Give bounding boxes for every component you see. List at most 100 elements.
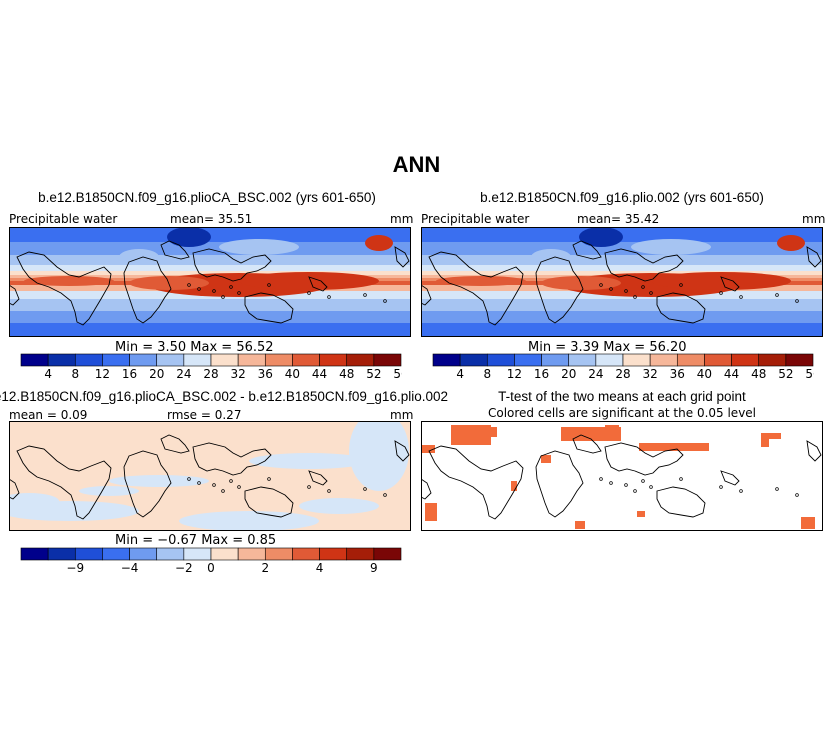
panel-a-colorbar-tick-label: 28: [203, 367, 218, 379]
panel-c-colorbar-box: [129, 547, 158, 561]
panel-a-colorbar-tick-label: 56: [393, 367, 402, 379]
panel-a-title: b.e12.B1850CN.f09_g16.plioCA_BSC.002 (yr…: [38, 190, 376, 205]
panel-d-subtitle: Colored cells are significant at the 0.0…: [487, 406, 757, 420]
panel-c-minmax: Min = −0.67 Max = 0.85: [115, 533, 277, 548]
panel-c-colorbar-box: [210, 547, 239, 561]
panel-d-map: [421, 421, 823, 531]
panel-a-colorbar-tick-label: 32: [231, 367, 246, 379]
panel-b-colorbar-tick-label: 48: [751, 367, 766, 379]
panel-b-colorbar-tick-label: 24: [588, 367, 603, 379]
panel-a-colorbar-box: [319, 353, 348, 367]
panel-c-colorbar-tick-label: 2: [261, 561, 269, 573]
panel-a-colorbar-box: [292, 353, 320, 367]
panel-b-unit: mm: [802, 212, 826, 226]
panel-c-colorbar-tick-label: −9: [66, 561, 84, 573]
panel-a-colorbar-tick-label: 48: [339, 367, 354, 379]
panel-b-mean: mean= 35.42: [577, 212, 660, 226]
panel-a-colorbar-tick-label: 12: [95, 367, 110, 379]
panel-c-colorbar-box: [74, 547, 103, 561]
panel-c-colorbar-box: [264, 547, 293, 561]
panel-b-colorbar-tick-label: 12: [507, 367, 522, 379]
panel-c-colorbar-box: [183, 547, 212, 561]
panel-a-colorbar-box: [47, 353, 76, 367]
panel-b-colorbar-box: [432, 353, 461, 367]
panel-b-minmax: Min = 3.39 Max = 56.20: [528, 340, 687, 355]
panel-b-colorbar-tick-label: 40: [697, 367, 712, 379]
panel-b-colorbar-box: [704, 353, 732, 367]
panel-c-colorbar-box: [237, 547, 266, 561]
panel-a-colorbar-tick-label: 4: [44, 367, 52, 379]
panel-c-colorbar-box: [373, 547, 402, 561]
panel-b-colorbar-tick-label: 8: [483, 367, 491, 379]
panel-a-mean: mean= 35.51: [170, 212, 253, 226]
panel-a-colorbar-tick-label: 40: [285, 367, 300, 379]
panel-c-colorbar-box: [346, 547, 375, 561]
panel-a-colorbar-box: [264, 353, 293, 367]
panel-b-title: b.e12.B1850CN.f09_g16.plio.002 (yrs 601-…: [480, 190, 764, 205]
panel-a-colorbar-tick-label: 24: [176, 367, 191, 379]
panel-b-colorbar-tick-label: 52: [778, 367, 793, 379]
panel-c-colorbar-tick-label: 9: [370, 561, 378, 573]
panel-c-colorbar-tick-label: 0: [207, 561, 215, 573]
panel-a-colorbar-tick-label: 52: [366, 367, 381, 379]
panel-a-minmax: Min = 3.50 Max = 56.52: [115, 340, 274, 355]
panel-a-variable-label: Precipitable water: [9, 212, 118, 226]
panel-c-colorbar-tick-label: −4: [121, 561, 139, 573]
panel-b-colorbar-box: [622, 353, 651, 367]
panel-a-colorbar: 4812162024283236404448525660: [20, 353, 402, 379]
panel-b-colorbar-box: [486, 353, 515, 367]
panel-c-colorbar-box: [319, 547, 348, 561]
panel-a-unit: mm: [390, 212, 414, 226]
panel-b-colorbar-box: [459, 353, 488, 367]
panel-c-colorbar-box: [20, 547, 49, 561]
panel-a-colorbar-box: [156, 353, 185, 367]
panel-b-colorbar-tick-label: 36: [670, 367, 685, 379]
panel-b-colorbar-tick-label: 56: [805, 367, 814, 379]
panel-b-colorbar-box: [568, 353, 597, 367]
panel-b-colorbar-tick-label: 28: [615, 367, 630, 379]
panel-b-colorbar-tick-label: 4: [456, 367, 464, 379]
panel-d-title: T-test of the two means at each grid poi…: [498, 389, 746, 404]
panel-b-colorbar-box: [731, 353, 760, 367]
panel-b-variable-label: Precipitable water: [421, 212, 530, 226]
panel-a-colorbar-tick-label: 16: [122, 367, 137, 379]
panel-a-colorbar-tick-label: 44: [312, 367, 327, 379]
panel-c-colorbar-box: [47, 547, 76, 561]
panel-c-colorbar-box: [292, 547, 320, 561]
panel-a-colorbar-box: [373, 353, 402, 367]
panel-b-colorbar-box: [676, 353, 705, 367]
panel-b-colorbar-box: [758, 353, 787, 367]
main-title: ANN: [392, 152, 441, 177]
panel-c-colorbar-tick-label: −2: [175, 561, 193, 573]
panel-b-colorbar-box: [785, 353, 814, 367]
panel-b-colorbar-tick-label: 16: [534, 367, 549, 379]
panel-b-colorbar-box: [514, 353, 542, 367]
panel-b-colorbar-box: [649, 353, 678, 367]
panel-a-colorbar-box: [346, 353, 375, 367]
panel-b-colorbar-box: [595, 353, 624, 367]
panel-a-colorbar-tick-label: 8: [71, 367, 79, 379]
panel-b-colorbar-tick-label: 32: [643, 367, 658, 379]
panel-a-colorbar-box: [183, 353, 212, 367]
panel-a-colorbar-tick-label: 20: [149, 367, 164, 379]
panel-c-mean: mean = 0.09: [9, 408, 88, 422]
panel-c-unit: mm: [390, 408, 414, 422]
panel-c-colorbar: −9 −4 −2 0 2 4 9: [20, 547, 402, 573]
panel-c-colorbar-box: [156, 547, 185, 561]
panel-a-colorbar-box: [237, 353, 266, 367]
panel-b-colorbar-tick-label: 20: [561, 367, 576, 379]
panel-a-colorbar-box: [102, 353, 130, 367]
panel-b-colorbar-tick-label: 44: [724, 367, 739, 379]
panel-c-colorbar-box: [102, 547, 130, 561]
panel-c-rmse: rmse = 0.27: [167, 408, 242, 422]
panel-c-title: b.e12.B1850CN.f09_g16.plioCA_BSC.002 - b…: [0, 389, 448, 404]
panel-a-colorbar-box: [20, 353, 49, 367]
panel-b-map: [421, 227, 823, 337]
panel-c-map: [9, 421, 411, 531]
panel-a-map: [9, 227, 411, 337]
panel-c-colorbar-tick-label: 4: [316, 561, 324, 573]
panel-a-colorbar-box: [210, 353, 239, 367]
panel-b-colorbar-box: [541, 353, 570, 367]
panel-a-colorbar-box: [129, 353, 158, 367]
panel-a-colorbar-box: [74, 353, 103, 367]
